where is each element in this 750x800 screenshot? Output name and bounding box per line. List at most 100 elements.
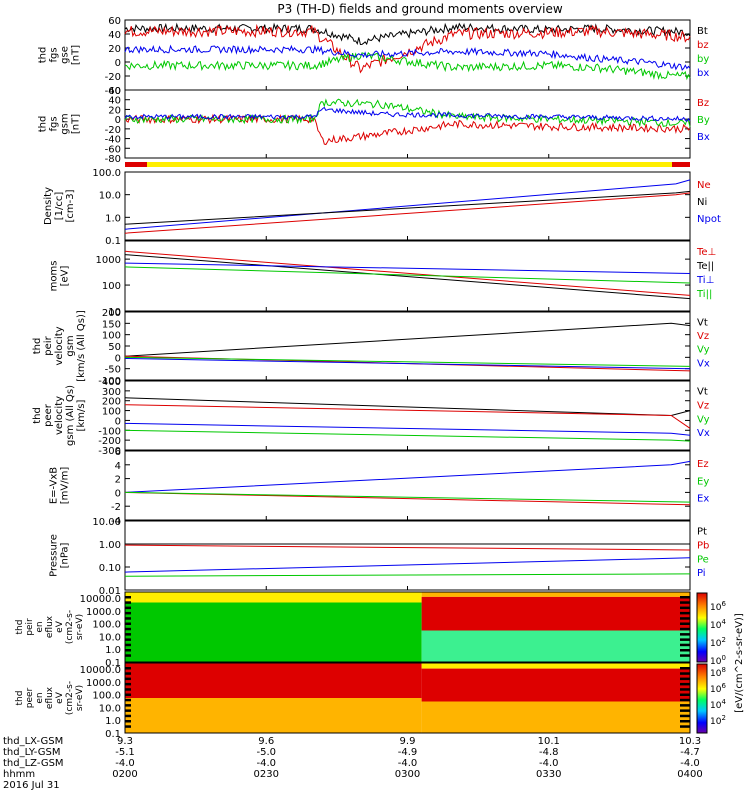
spectrogram-1: 10000.0 1000.0 100.010.0 1.0 0.1 thdpeerenefl… (15, 662, 691, 740)
y-tick-label: 0.10 (99, 563, 121, 574)
y-tick-label: -20 (105, 72, 121, 83)
y-tick-label: 400 (102, 377, 121, 388)
legend-entry: Vz (697, 331, 709, 342)
y-axis-label-line: gse (60, 46, 71, 64)
y-tick-label: -4 (111, 516, 121, 527)
y-axis-label-line: [cm-3] (65, 189, 76, 222)
spectrogram-band (125, 592, 422, 603)
panel-7: 10.00 1.00 0.10 0.01 Pressure[nPa] Pt Pb Pe Pi (49, 517, 710, 597)
panel-3: 1000 100 10 moms[eV] Te⊥ Te|| Ti⊥ Ti|| (49, 240, 716, 318)
spectrogram-edge-mark (125, 709, 131, 712)
y-axis-label-line: thd (15, 620, 25, 635)
series-line (124, 52, 691, 81)
spectrogram-edge-mark (125, 649, 131, 652)
x-tick-label: 9.6 (258, 736, 274, 747)
x-tick-label: -4.9 (398, 747, 418, 758)
spectrogram-edge-mark (680, 704, 690, 707)
panel-5: 4003002001000-100-200-300thdpeervelocity… (32, 377, 710, 457)
legend-entry: Te⊥ (696, 247, 716, 258)
y-tick-label: 10000.0 (80, 594, 121, 605)
spectrogram-edge-mark (680, 649, 690, 652)
spectrogram-edge-mark (125, 688, 131, 691)
colorbar-tick-label: 100 (710, 654, 726, 667)
legend-entry: Pe (697, 554, 709, 565)
plot-title: P3 (TH-D) fields and ground moments over… (277, 2, 562, 16)
series-line (124, 254, 691, 300)
colorbar-tick-label: 106 (710, 600, 726, 613)
y-axis-label: thdfgsgsm[nT] (38, 113, 82, 134)
y-axis-label-line: [nPa] (60, 542, 71, 568)
spectrogram-band (421, 592, 690, 597)
legend-entry: by (697, 54, 709, 65)
y-tick-label: 0 (115, 416, 121, 427)
y-axis-label-line: fgs (49, 47, 60, 62)
spectrogram-edge-mark (680, 698, 690, 702)
y-axis-label-line: en (35, 692, 45, 703)
x-row-label: 2016 Jul 31 (3, 780, 60, 791)
y-axis-label-line: peer (43, 403, 54, 427)
mode-bar-end (672, 162, 690, 167)
y-axis-label-line: (cm2-s- (65, 610, 75, 644)
y-tick-label: 1000 (96, 255, 121, 266)
series-line (124, 22, 691, 46)
colorbar-tick-label: 108 (710, 666, 726, 679)
y-axis-label-line: peer (25, 687, 35, 708)
spectrogram-band (421, 663, 690, 669)
panel-frame (124, 240, 691, 312)
spectrogram-edge-mark (125, 611, 131, 615)
x-row-label: hhmm (3, 769, 35, 780)
spectrogram-edge-mark (680, 596, 690, 599)
y-axis-label-line: thd (32, 407, 43, 424)
legend-entry: Bz (697, 98, 709, 109)
y-axis-label-line: gsm (60, 113, 71, 134)
y-tick-label: 100 (102, 407, 121, 418)
legend-entry: Pi (697, 568, 706, 579)
spectrogram-edge-mark (680, 654, 690, 657)
spectrogram-frame (124, 662, 691, 734)
spectrogram-edge-mark (680, 682, 690, 686)
legend-entry: Te|| (696, 261, 714, 272)
y-axis-label-line: E=-VxB (49, 467, 60, 504)
y-tick-label: 20 (108, 44, 121, 55)
mode-bar-start (125, 162, 147, 167)
spectrogram-edge-mark (680, 627, 690, 631)
y-tick-label: 100.0 (92, 168, 121, 179)
series-line (124, 190, 691, 225)
colorbar-tick-label: 102 (710, 636, 726, 649)
y-axis-label-line: eflux (45, 686, 55, 709)
y-axis-label: thdpeirenefluxeV(cm2-s-sr-eV) (15, 610, 85, 644)
x-tick-label: -4.0 (539, 758, 559, 769)
y-tick-label: 60 (108, 16, 121, 27)
panel-frame (124, 311, 691, 381)
mode-bar (125, 162, 690, 167)
spectrogram-band (125, 602, 422, 662)
y-tick-label: -2 (111, 502, 121, 513)
series-line (124, 113, 691, 146)
y-axis-label-line: [km/s (All Qs)] (76, 310, 87, 382)
panel-0: 60 40 20 0 -20 -40 thdfgsgse[nT] Bt bz by bx (38, 16, 710, 97)
colorbar-tick-label: 106 (710, 682, 726, 695)
y-tick-label: -60 (105, 144, 121, 155)
legend-entry: Vx (697, 358, 710, 369)
spectrogram-edge-mark (680, 672, 690, 675)
series-line (124, 192, 691, 234)
y-tick-label: -300 (98, 446, 121, 457)
y-axis-label-line: [nT] (71, 45, 82, 65)
spectrogram-edge-mark (680, 688, 690, 691)
y-tick-label: 1.0 (105, 716, 121, 727)
y-tick-label: 10.0 (99, 191, 121, 202)
y-tick-label: 10000.0 (80, 665, 121, 676)
y-axis-label-line: peir (43, 335, 54, 355)
y-tick-label: 0 (115, 488, 121, 499)
legend-entry: Ez (697, 459, 709, 470)
series-line (124, 460, 691, 493)
y-tick-label: 100 (102, 281, 121, 292)
y-axis-label: E=-VxB[mV/m] (49, 467, 71, 505)
series-line (124, 322, 691, 357)
spectrogram-edge-mark (680, 720, 690, 723)
y-axis-label: thdfgsgse[nT] (38, 45, 82, 65)
spectrogram-edge-mark (125, 693, 131, 696)
x-tick-label: 0200 (112, 769, 137, 780)
y-axis-label: thdpeerenefluxeV(cm2-s-sr-eV) (15, 681, 85, 715)
